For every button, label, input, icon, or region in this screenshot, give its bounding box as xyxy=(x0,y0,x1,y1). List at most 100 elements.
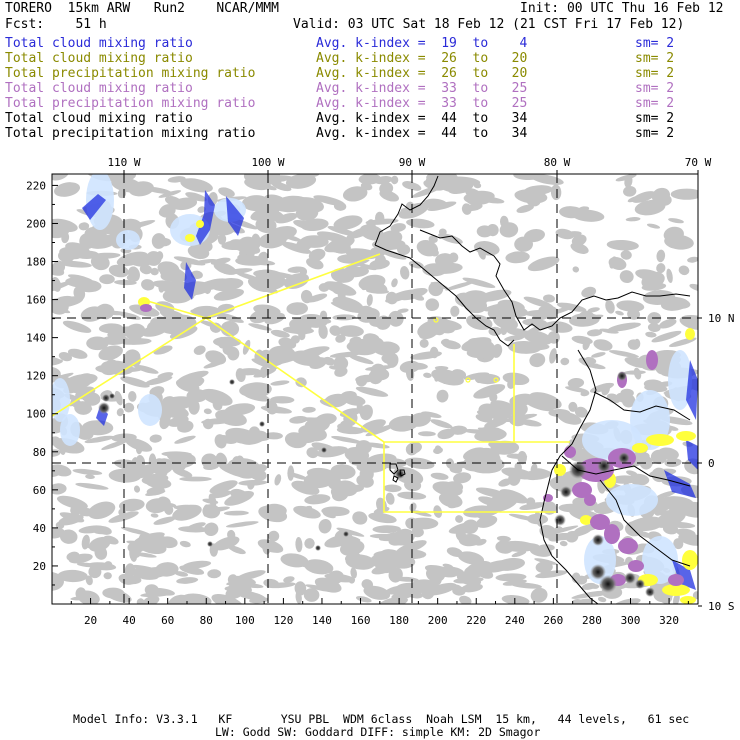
cloud-patch xyxy=(391,591,414,600)
cloud-patch xyxy=(136,502,144,508)
cloud-patch xyxy=(449,465,463,474)
cloud-patch xyxy=(55,295,75,304)
cloud-patch xyxy=(259,349,273,363)
cloud-patch xyxy=(99,274,115,285)
cloud-patch xyxy=(85,474,95,480)
x-tick-label: 240 xyxy=(505,614,525,627)
cloud-patch xyxy=(224,403,256,416)
cloud-patch xyxy=(234,464,258,479)
cloud-patch xyxy=(123,402,135,413)
cloud-patch xyxy=(400,266,410,280)
legend-index: Avg. k-index = 44 to 34 xyxy=(316,111,528,126)
cloud-patch xyxy=(337,254,366,264)
cloud-patch xyxy=(423,372,432,378)
cloud-patch xyxy=(334,366,348,377)
cloud-patch xyxy=(656,249,666,263)
cloud-patch xyxy=(655,490,676,499)
latitude-labels: 10 N 0 10 S xyxy=(698,312,735,613)
cloud-patch xyxy=(193,345,206,355)
dark-core xyxy=(321,447,327,453)
cloud-patch xyxy=(78,222,90,231)
purple-area xyxy=(584,494,596,506)
cloud-patch xyxy=(217,336,228,349)
cloud-patch xyxy=(151,587,175,596)
cloud-patch xyxy=(625,521,644,537)
cloud-patch xyxy=(249,309,271,324)
waypoint-marker xyxy=(465,377,471,383)
cloud-field xyxy=(52,174,698,604)
cloud-patch xyxy=(236,570,266,581)
lat-label: 10 N xyxy=(708,312,735,325)
cloud-patch xyxy=(90,254,110,271)
cloud-patch xyxy=(75,386,96,400)
x-tick-label: 20 xyxy=(84,614,97,627)
cloud-patch xyxy=(330,302,361,313)
cloud-patch xyxy=(167,176,186,183)
cloud-patch xyxy=(508,340,542,354)
cloud-patch xyxy=(587,329,603,337)
cloud-patch xyxy=(102,587,125,599)
cloud-patch xyxy=(141,473,169,485)
cloud-patch xyxy=(390,223,406,233)
y-tick-label: 140 xyxy=(26,332,46,345)
cloud-patch xyxy=(679,314,698,331)
cloud-patch xyxy=(407,182,422,191)
cloud-patch xyxy=(244,177,271,191)
cloud-patch xyxy=(623,185,637,197)
dark-core xyxy=(395,469,405,479)
cloud-patch xyxy=(429,346,439,359)
lon-label: 70 W xyxy=(685,156,712,169)
cloud-patch xyxy=(358,274,386,291)
ecuador-border xyxy=(561,455,691,487)
cloud-patch xyxy=(52,218,78,233)
cloud-patch xyxy=(174,435,196,444)
cloud-patch xyxy=(349,355,374,365)
cloud-patch xyxy=(309,357,327,370)
cloud-patch xyxy=(396,540,427,555)
light-blue-area xyxy=(642,536,678,584)
cloud-patch xyxy=(118,498,145,512)
cloud-patch xyxy=(347,542,364,551)
cloud-patch xyxy=(356,474,374,488)
dark-core xyxy=(109,393,115,399)
cloud-patch xyxy=(149,434,162,443)
cloud-patch xyxy=(504,413,538,423)
cloud-patch xyxy=(684,458,698,475)
cloud-patch xyxy=(58,514,84,526)
cloud-patch xyxy=(287,472,308,480)
cloud-patch xyxy=(587,307,600,313)
cloud-patch xyxy=(274,474,282,486)
cloud-patch xyxy=(373,368,390,381)
cloud-patch xyxy=(352,511,368,525)
cloud-patch xyxy=(139,264,153,275)
lon-label: 90 W xyxy=(399,156,426,169)
cloud-patch xyxy=(118,573,136,585)
cloud-patch xyxy=(522,330,553,345)
cloud-patch xyxy=(658,194,672,206)
cloud-patch xyxy=(158,205,175,217)
south-america-west-coast xyxy=(539,349,599,604)
yellow-area xyxy=(632,443,648,453)
cloud-patch xyxy=(568,401,578,412)
purple-area xyxy=(140,304,152,312)
cloud-patch xyxy=(608,257,627,270)
cloud-patch xyxy=(496,535,511,542)
cloud-patch xyxy=(495,540,514,554)
cloud-patch xyxy=(504,335,525,342)
legend-field: Total cloud mixing ratio xyxy=(5,36,193,51)
legend-sm: sm= 2 xyxy=(635,66,675,81)
cloud-patch xyxy=(371,563,396,575)
cloud-patch xyxy=(297,346,330,357)
cloud-patch xyxy=(52,527,65,539)
cloud-patch xyxy=(78,507,94,517)
cloud-patch xyxy=(294,581,307,596)
x-tick-label: 280 xyxy=(582,614,602,627)
cloud-patch xyxy=(52,371,63,379)
cloud-patch xyxy=(295,377,307,388)
cloud-patch xyxy=(455,515,464,523)
cloud-patch xyxy=(79,233,96,250)
cloud-patch xyxy=(150,513,159,518)
cloud-patch xyxy=(327,226,358,237)
cloud-patch xyxy=(534,558,558,565)
